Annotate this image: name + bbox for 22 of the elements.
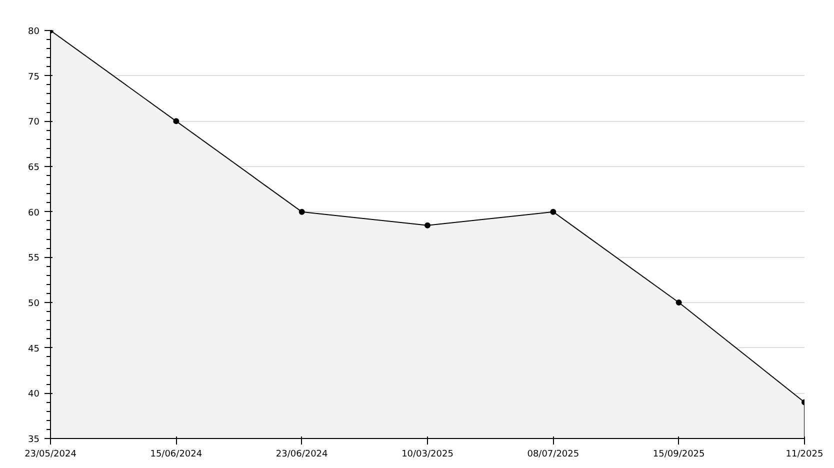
y-tick-label: 80 bbox=[28, 27, 40, 37]
y-tick-label: 50 bbox=[28, 299, 40, 309]
y-tick-label: 75 bbox=[28, 72, 40, 82]
x-tick-label: 15/09/2025 bbox=[652, 450, 705, 460]
x-tick-label: 10/03/2025 bbox=[402, 450, 454, 460]
y-tick-label: 40 bbox=[28, 390, 40, 400]
y-tick-label: 35 bbox=[28, 435, 40, 445]
y-tick-label: 65 bbox=[28, 163, 40, 173]
y-tick-label: 60 bbox=[28, 208, 40, 218]
x-tick-label: 08/07/2025 bbox=[527, 450, 580, 460]
y-tick-label: 45 bbox=[28, 344, 40, 354]
point bbox=[676, 300, 682, 306]
x-tick-label: 15/06/2024 bbox=[150, 450, 202, 460]
point bbox=[424, 222, 430, 228]
x-tick-label: 23/05/2024 bbox=[24, 450, 77, 460]
x-tick-label: 11/2025 bbox=[786, 450, 824, 460]
y-tick-label: 55 bbox=[28, 254, 40, 264]
point bbox=[550, 208, 556, 215]
y-tick-label: 70 bbox=[28, 118, 40, 128]
x-tick-label: 23/06/2024 bbox=[276, 450, 328, 460]
point bbox=[173, 118, 180, 124]
point bbox=[298, 208, 305, 215]
